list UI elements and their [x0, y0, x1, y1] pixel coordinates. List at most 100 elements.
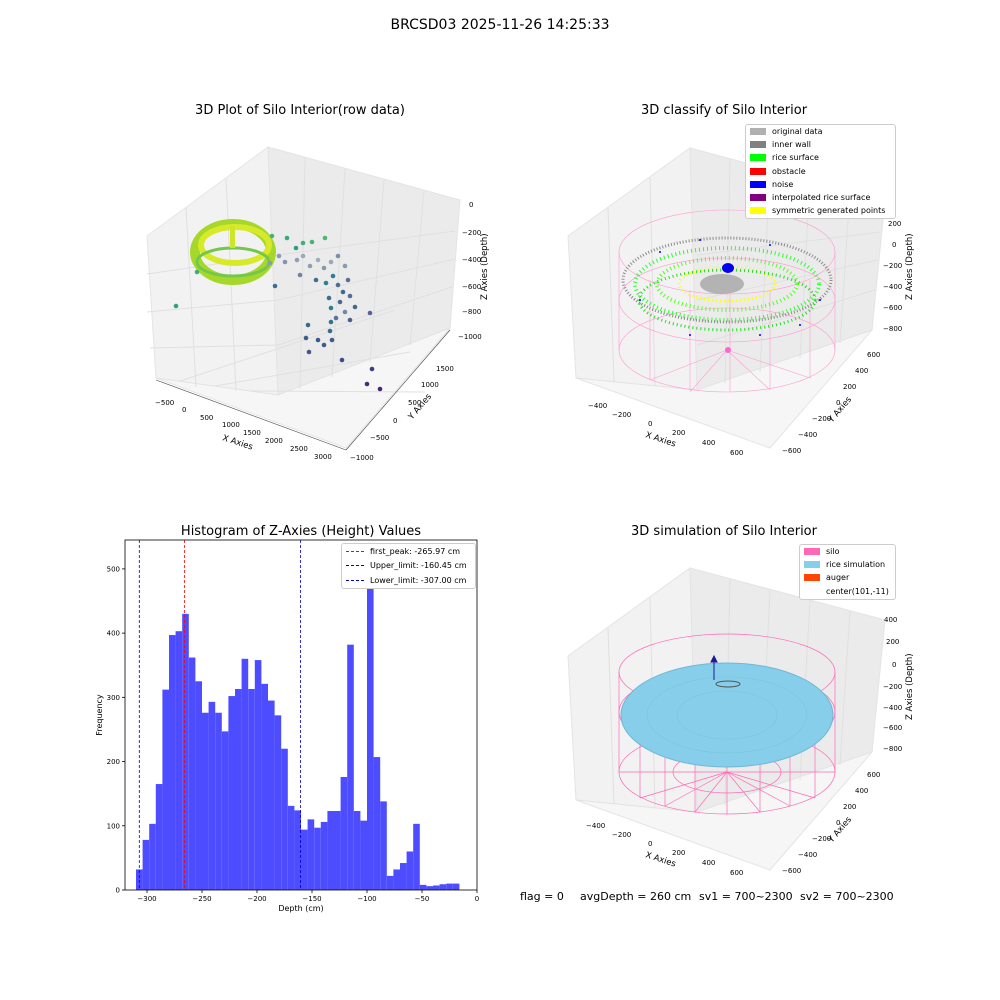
histogram-y-tick-label: 400 — [107, 630, 120, 638]
classify-ytick-label: 400 — [855, 367, 868, 375]
histogram-bar — [307, 819, 315, 890]
histogram-y-tick-label: 100 — [107, 822, 120, 830]
simulation-xtick-label: 200 — [672, 849, 685, 857]
classify-xtick-label: 200 — [672, 429, 685, 437]
legend-item: rice simulation — [800, 558, 895, 571]
classify-noise — [639, 239, 821, 336]
legend-swatch — [750, 141, 766, 149]
histogram-bar — [136, 869, 143, 890]
legend-swatch — [750, 154, 766, 162]
simulation-ztick-label: 0 — [892, 661, 896, 669]
histogram-bar — [327, 811, 334, 890]
histogram-x-tick-label: −100 — [357, 895, 376, 903]
raw-xtick-label: 3000 — [314, 453, 332, 461]
legend-label: first_peak: -265.97 cm — [370, 546, 461, 556]
histogram-bar — [360, 820, 367, 890]
raw-plot-title: 3D Plot of Silo Interior(row data) — [195, 103, 405, 118]
legend-label: inner wall — [772, 140, 812, 150]
histogram-bar — [380, 801, 387, 890]
simulation-xtick-label: 600 — [730, 869, 743, 877]
classify-ytick-label: −400 — [798, 431, 817, 439]
raw-ztick-label: −400 — [462, 256, 481, 264]
histogram-x-tick-label: −150 — [302, 895, 321, 903]
simulation-xtick-label: −200 — [612, 831, 631, 839]
classify-xtick-label: −400 — [588, 402, 607, 410]
legend-swatch — [750, 180, 766, 188]
raw-xtick-label: 1000 — [222, 421, 240, 429]
raw-tick-labels: −500 0 500 1000 1500 2000 2500 3000 −100… — [155, 201, 482, 462]
raw-ytick-label: −1000 — [350, 454, 374, 462]
histogram-frame — [124, 539, 478, 891]
raw-xtick-label: 0 — [182, 406, 186, 414]
histogram-bar — [386, 875, 394, 890]
legend-label: center(101,-11) — [826, 586, 889, 596]
histogram-bar — [215, 712, 222, 890]
histogram-x-tick-label: −300 — [137, 895, 156, 903]
raw-ztick-label: −200 — [462, 229, 481, 237]
histogram-bar — [340, 776, 348, 890]
legend-item: interpolated rice surface — [746, 191, 895, 204]
legend-label: noise — [772, 179, 794, 189]
classify-ytick-label: 600 — [867, 351, 880, 359]
histogram-bars — [136, 557, 460, 890]
histogram-title: Histogram of Z-Axies (Height) Values — [180, 524, 422, 539]
legend-label: original data — [772, 127, 823, 137]
legend-label: Lower_limit: -307.00 cm — [370, 575, 467, 585]
histogram-y-axis-label: Frequency — [95, 694, 104, 736]
histogram-bar — [419, 884, 427, 890]
legend-label: interpolated rice surface — [772, 193, 871, 203]
raw-ztick-label: −1000 — [458, 333, 482, 341]
histogram-y-ticks: 0 100 200 300 400 500 — [107, 565, 125, 895]
legend-item: first_peak: -265.97 cm — [342, 544, 475, 559]
legend-label: silo — [826, 547, 840, 557]
raw-xtick-label: 2500 — [290, 445, 308, 453]
histogram-bar — [452, 883, 460, 890]
legend-line — [346, 579, 364, 581]
simulation-ytick-label: 0 — [836, 819, 840, 827]
histogram-bar — [208, 701, 216, 890]
histogram-bar — [235, 688, 242, 890]
legend-swatch — [804, 574, 820, 582]
legend-item: center(101,-11) — [800, 585, 895, 598]
classify-legend: original data inner wall rice surface ob… — [745, 124, 896, 219]
legend-swatch — [750, 128, 766, 136]
raw-ztick-label: −800 — [462, 308, 481, 316]
classify-ytick-label: −600 — [782, 447, 801, 455]
histogram-bar — [274, 715, 282, 890]
classify-inner-wall — [621, 236, 833, 324]
legend-item: original data — [746, 125, 895, 138]
histogram-x-tick-label: −50 — [415, 895, 430, 903]
raw-scatter-points — [173, 233, 383, 392]
classify-xtick-label: 400 — [702, 439, 715, 447]
simulation-ytick-label: 200 — [843, 803, 856, 811]
classify-ztick-label: −200 — [883, 262, 902, 270]
simulation-ytick-label: −400 — [798, 851, 817, 859]
histogram-bar — [301, 829, 308, 890]
raw-ytick-label: 0 — [393, 417, 397, 425]
raw-xtick-label: −500 — [155, 399, 174, 407]
legend-item: inner wall — [746, 138, 895, 151]
legend-swatch — [804, 561, 820, 569]
simulation-legend: silo rice simulation auger center(101,-1… — [799, 544, 896, 600]
legend-label: auger — [826, 573, 850, 583]
histogram-bar — [142, 839, 150, 890]
raw-ytick-label: 1500 — [436, 365, 454, 373]
histogram-bar — [228, 696, 235, 890]
histogram-x-tick-label: −250 — [192, 895, 211, 903]
histogram-y-tick-label: 500 — [107, 565, 120, 573]
simulation-ztick-label: −400 — [883, 704, 902, 712]
histogram-y-tick-label: 300 — [107, 694, 120, 702]
raw-ztick-label: −600 — [462, 283, 481, 291]
simulation-rice-surface — [620, 662, 834, 768]
simulation-ztick-label: −800 — [883, 745, 902, 753]
histogram-bar — [149, 823, 156, 890]
histogram-bar — [182, 613, 189, 890]
histogram-bar — [373, 757, 381, 890]
histogram-bar — [202, 712, 209, 890]
histogram-bar — [195, 681, 202, 890]
simulation-ztick-label: −200 — [883, 683, 902, 691]
histogram-bar — [367, 557, 374, 890]
histogram-reference-lines — [138, 540, 301, 890]
legend-item: obstacle — [746, 165, 895, 178]
simulation-xtick-label: −400 — [586, 822, 605, 830]
